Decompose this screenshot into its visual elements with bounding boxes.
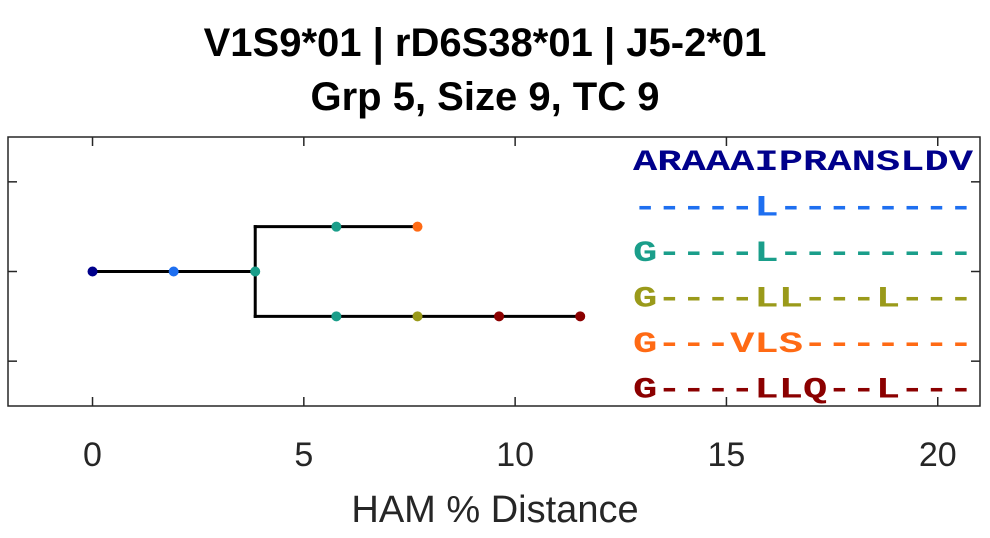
tree-node-marker <box>250 266 261 277</box>
tree-node-marker <box>87 266 98 277</box>
plot-axes <box>7 136 981 407</box>
tree-edges <box>91 225 582 318</box>
sequence-row: ARAAAIPRANSLDV <box>633 146 973 180</box>
tree-node-marker <box>575 311 586 322</box>
sequence-row: G----LL---L--- <box>633 283 973 317</box>
tree-node-marker <box>494 311 505 322</box>
tree-node-marker <box>412 311 423 322</box>
x-tick-label: 15 <box>708 436 746 474</box>
x-tick-label: 5 <box>294 436 313 474</box>
tree-node-marker <box>168 266 179 277</box>
x-tick-labels: 0 5 10 15 20 <box>83 436 957 474</box>
x-tick-label: 0 <box>83 436 102 474</box>
sequence-row: -----L-------- <box>633 192 973 226</box>
sequence-row: G----L-------- <box>633 237 973 271</box>
x-axis-label: HAM % Distance <box>351 489 638 531</box>
tree-nodes <box>87 221 586 322</box>
x-tick-label: 10 <box>496 436 534 474</box>
sequence-row: G---VLS------- <box>633 328 973 362</box>
chart-title-line-2: Grp 5, Size 9, TC 9 <box>310 75 659 119</box>
tree-node-marker <box>331 311 342 322</box>
chart-title-line-1: V1S9*01 | rD6S38*01 | J5-2*01 <box>204 21 767 65</box>
tree-node-marker <box>412 221 423 232</box>
sequence-row: G----LLQ--L--- <box>633 374 973 408</box>
sequence-alignment: ARAAAIPRANSLDV -----L-------- G----L------… <box>633 146 973 408</box>
x-tick-label: 20 <box>919 436 957 474</box>
tree-node-marker <box>331 221 342 232</box>
